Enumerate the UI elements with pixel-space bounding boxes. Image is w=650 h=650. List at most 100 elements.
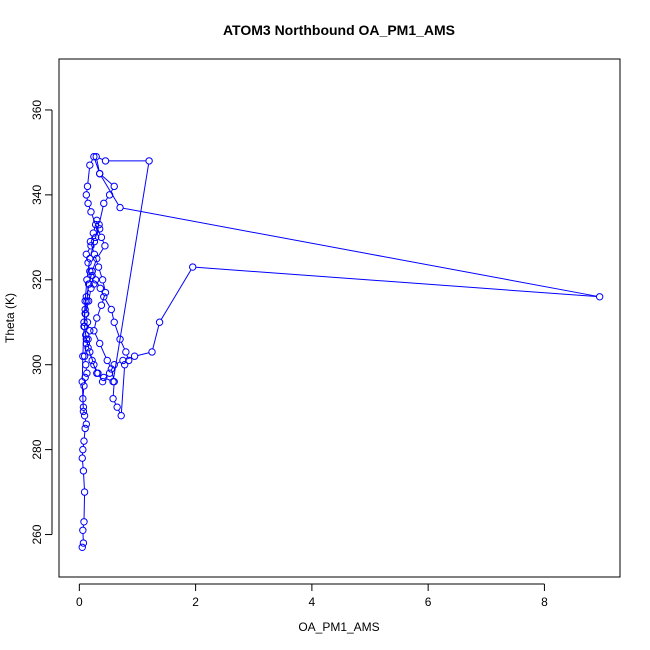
x-axis: 0 2 4 6 8 [76,583,548,609]
data-point [80,318,88,326]
series-segment [88,350,92,358]
data-point [94,263,103,271]
series-segment [91,214,95,222]
series-segment [106,378,111,381]
y-axis: 260 280 300 320 340 360 [30,100,53,545]
data-point [79,526,87,534]
x-axis-label: OA_PM1_AMS [298,620,379,634]
y-tick-label: 280 [30,439,44,459]
data-point [86,327,94,335]
series-segment [92,261,97,269]
data-point [145,157,153,165]
series-segment [85,338,88,345]
data-point [80,488,89,496]
data-point [78,454,86,462]
series-segment [83,474,85,489]
series-segment [83,431,86,438]
data-point [105,369,114,377]
data-point [110,361,118,369]
series-segment [100,346,107,358]
data-point [81,305,89,314]
data-point [98,377,107,386]
y-tick-label: 360 [30,100,44,120]
data-point [120,361,129,369]
data-point [107,305,116,314]
series-segment [111,312,115,320]
data-point [84,344,92,352]
data-point [93,314,101,322]
series-segment [87,248,90,252]
series-segment [87,168,90,184]
data-point [86,267,94,275]
data-point [93,216,101,225]
data-point [110,318,118,326]
data-point [86,237,95,246]
data-point [80,382,88,390]
data-point [81,310,89,318]
data-point [101,242,109,250]
data-point [113,403,121,411]
series-segment [104,299,111,308]
data-point [91,233,100,242]
data-point [105,191,114,199]
series-segment [100,176,119,206]
data-point [97,233,106,242]
series-segment [160,269,192,320]
data-point [81,424,89,433]
series-segment [116,361,121,364]
series-segment [97,308,101,316]
data-point [91,276,100,284]
data-point [595,293,604,301]
data-point [78,377,86,386]
data-point [95,220,103,229]
data-point [86,254,94,263]
series-segment [113,401,117,405]
x-tick-label: 2 [192,595,199,609]
series-segment [118,409,121,413]
data-point [79,352,87,360]
data-point [90,280,98,288]
series-segment [96,231,99,235]
data-point [125,356,133,365]
data-point [90,361,98,369]
series-segment [94,333,99,341]
series-segment [85,304,87,311]
data-point [86,161,94,169]
data-point [79,407,88,416]
data-point [101,288,110,297]
series-segment [102,282,106,290]
plot-frame [58,58,621,578]
data-point [101,157,110,165]
data-point [103,356,111,365]
series-segment [90,159,93,163]
data-point [189,263,197,271]
data-point [100,293,108,301]
data-point [90,152,98,161]
data-point [80,411,89,420]
data-point [82,331,90,339]
data-point [98,276,107,284]
series-layer [78,152,604,551]
series-segment [120,367,125,413]
series-segment [96,159,100,171]
series-segment [94,257,99,265]
data-point [82,335,91,343]
data-point [88,267,96,275]
data-point [79,445,87,454]
series-segment [137,352,150,356]
x-tick-label: 8 [541,595,548,609]
data-point [96,284,104,292]
x-tick-label: 4 [309,595,316,609]
y-tick-label: 300 [30,354,44,374]
data-point [90,327,98,335]
data-point [93,369,101,377]
data-point [100,199,108,208]
series-segment [94,159,100,171]
series-segment [114,325,120,337]
series-segment [96,227,101,235]
series-segment [92,363,97,371]
data-point [90,237,99,246]
data-point [100,373,108,382]
data-point [80,518,88,526]
data-point [91,220,100,229]
